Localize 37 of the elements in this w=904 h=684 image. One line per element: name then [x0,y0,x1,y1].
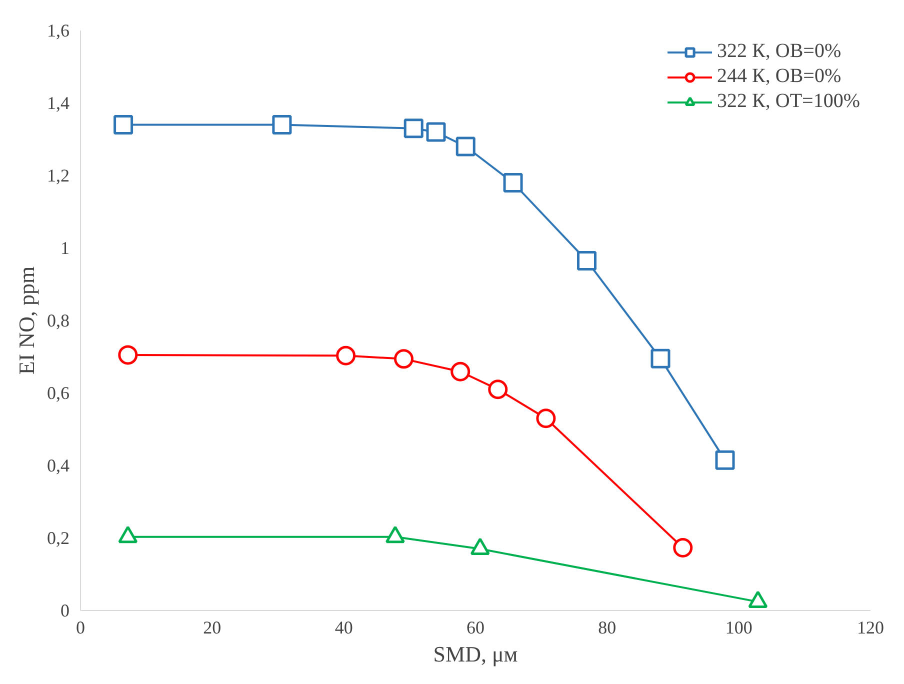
point [118,345,138,365]
point [673,538,693,558]
point [426,122,446,142]
point [394,349,414,369]
point [450,362,470,382]
y-tick-label: 0,4 [47,456,70,476]
point [536,408,556,428]
y-tick-label: 1,4 [47,93,70,113]
y-tick-label: 1,6 [47,20,70,40]
x-tick-label: 20 [203,618,222,638]
point [650,348,670,368]
point [488,380,508,400]
legend-label: 244 К, OB=0% [717,65,842,88]
x-tick-label: 0 [76,618,85,638]
y-tick-label: 0 [60,600,70,620]
point [456,136,476,156]
point [404,118,424,138]
y-tick-label: 0,8 [47,310,70,330]
point [715,450,735,470]
y-tick-label: 1 [60,238,70,258]
x-tick-label: 40 [334,618,353,638]
x-tick-label: 60 [466,618,484,638]
y-axis-title: EI NO, ppm [14,266,39,375]
point [336,346,356,366]
x-axis-title: SMD, μм [433,642,518,666]
point [503,173,523,192]
legend-label: 322 К, OT=100% [717,90,860,113]
point [114,115,134,134]
y-tick-label: 0,2 [47,528,70,548]
legend-label: 322 К, OB=0% [717,40,842,63]
x-tick-label: 120 [857,618,884,638]
point [577,250,597,270]
point [272,115,292,134]
x-tick-label: 100 [725,618,752,638]
x-tick-label: 80 [598,618,616,638]
y-tick-label: 0,6 [47,383,70,403]
y-tick-label: 1,2 [47,166,70,186]
